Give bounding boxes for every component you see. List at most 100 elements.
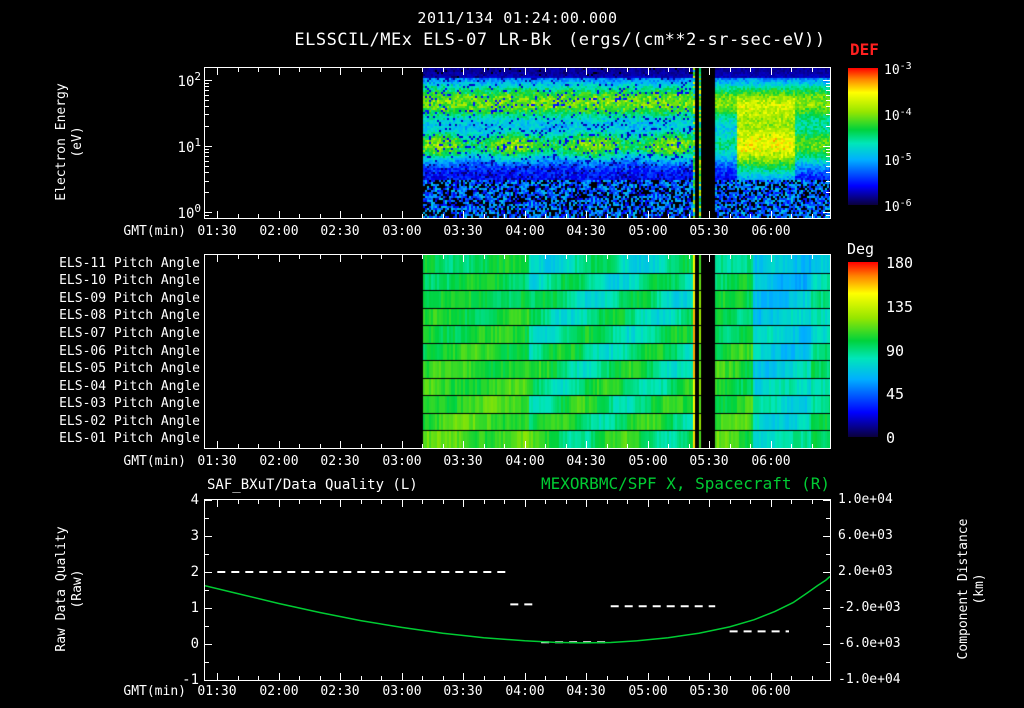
energy-tick-label-part: 10 xyxy=(177,206,195,222)
axis-tick xyxy=(205,156,209,157)
axis-tick xyxy=(668,255,669,259)
axis-tick xyxy=(689,444,690,448)
axis-tick xyxy=(299,255,300,259)
axis-tick xyxy=(812,214,813,218)
axis-tick xyxy=(826,161,830,162)
axis-tick xyxy=(443,500,444,504)
axis-tick xyxy=(402,255,403,262)
def-colorbar-tick-label-part: 10 xyxy=(884,109,900,124)
axis-tick xyxy=(361,214,362,218)
axis-tick xyxy=(566,444,567,448)
axis-tick xyxy=(607,500,608,504)
time-tick-label: 04:30 xyxy=(566,224,606,239)
axis-tick xyxy=(771,255,772,262)
axis-tick xyxy=(627,676,628,680)
axis-tick xyxy=(826,181,830,182)
axis-tick xyxy=(402,211,403,218)
axis-tick xyxy=(258,500,259,504)
axis-tick xyxy=(484,68,485,72)
axis-tick xyxy=(422,444,423,448)
axis-tick xyxy=(709,500,710,507)
axis-tick xyxy=(791,500,792,504)
axis-tick xyxy=(791,676,792,680)
time-tick-label: 03:00 xyxy=(382,454,422,469)
axis-tick xyxy=(823,572,830,573)
axis-tick xyxy=(258,214,259,218)
axis-tick xyxy=(826,192,830,193)
axis-tick xyxy=(689,500,690,504)
axis-tick xyxy=(205,662,209,663)
axis-tick xyxy=(205,212,212,213)
axis-tick xyxy=(205,181,209,182)
axis-tick xyxy=(381,500,382,504)
axis-tick xyxy=(586,68,587,75)
time-tick-label: 02:00 xyxy=(259,224,299,239)
axis-tick xyxy=(299,444,300,448)
axis-tick xyxy=(730,255,731,259)
axis-tick xyxy=(689,214,690,218)
plot-frame xyxy=(204,254,831,449)
axis-tick xyxy=(750,676,751,680)
def-colorbar-tick-label-part: 10 xyxy=(884,63,900,78)
energy-axis-label: Electron Energy (eV) xyxy=(54,54,86,230)
axis-tick xyxy=(504,214,505,218)
axis-tick xyxy=(205,106,209,107)
def-colorbar-tick-label-part: -4 xyxy=(899,107,912,118)
axis-tick xyxy=(826,126,830,127)
axis-tick xyxy=(217,255,218,262)
axis-tick xyxy=(566,214,567,218)
axis-tick xyxy=(771,211,772,218)
distance-tick-label: -2.0e+03 xyxy=(838,600,901,615)
pitch-row-label: ELS-11 Pitch Angle xyxy=(59,256,200,271)
axis-tick xyxy=(586,500,587,507)
axis-tick xyxy=(648,211,649,218)
axis-tick xyxy=(205,90,209,91)
axis-tick xyxy=(545,676,546,680)
axis-tick xyxy=(771,500,772,507)
axis-tick xyxy=(340,673,341,680)
deg-colorbar xyxy=(848,262,878,437)
axis-tick xyxy=(586,211,587,218)
deg-colorbar-tick-label: 180 xyxy=(886,254,914,272)
time-tick-label: 04:00 xyxy=(505,454,545,469)
axis-tick xyxy=(771,441,772,448)
axis-tick xyxy=(627,214,628,218)
pitch-row-label: ELS-05 Pitch Angle xyxy=(59,361,200,376)
distance-tick-label: 2.0e+03 xyxy=(838,564,893,579)
distance-tick-label: 6.0e+03 xyxy=(838,528,893,543)
axis-tick xyxy=(205,95,209,96)
axis-tick xyxy=(823,680,830,681)
axis-tick xyxy=(205,572,212,573)
axis-tick xyxy=(730,68,731,72)
axis-tick xyxy=(205,83,209,84)
def-colorbar xyxy=(848,68,878,205)
axis-tick xyxy=(504,500,505,504)
def-colorbar-tick-label-part: 10 xyxy=(884,200,900,215)
axis-tick xyxy=(279,673,280,680)
energy-tick-label-part: 1 xyxy=(194,136,201,149)
quality-tick-label: 3 xyxy=(190,528,199,544)
axis-tick xyxy=(443,676,444,680)
axis-tick xyxy=(648,68,649,75)
axis-tick xyxy=(607,255,608,259)
axis-tick xyxy=(750,68,751,72)
time-tick-label: 02:00 xyxy=(259,684,299,699)
axis-tick xyxy=(463,211,464,218)
distance-tick-label: -6.0e+03 xyxy=(838,636,901,651)
distance-axis-label-line1: Component Distance xyxy=(956,518,971,660)
axis-tick xyxy=(299,214,300,218)
axis-tick xyxy=(525,255,526,262)
axis-tick xyxy=(258,255,259,259)
axis-tick xyxy=(422,500,423,504)
axis-tick xyxy=(709,68,710,75)
axis-tick xyxy=(586,255,587,262)
deg-colorbar-tick-label: 135 xyxy=(886,298,914,316)
axis-tick xyxy=(402,500,403,507)
axis-tick xyxy=(279,441,280,448)
axis-tick xyxy=(463,255,464,262)
quality-axis-label-line2: (Raw) xyxy=(70,569,85,609)
axis-tick xyxy=(826,156,830,157)
axis-tick xyxy=(205,126,209,127)
axis-tick xyxy=(823,644,830,645)
def-colorbar-tick-label: 10-3 xyxy=(884,59,912,78)
